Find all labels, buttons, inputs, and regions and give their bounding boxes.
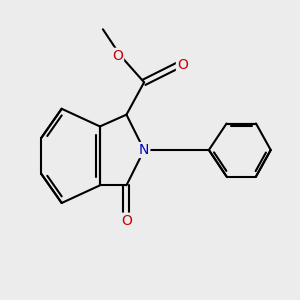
Text: O: O (121, 214, 132, 228)
Text: N: N (139, 143, 149, 157)
Text: O: O (177, 58, 188, 72)
Text: O: O (112, 49, 123, 63)
